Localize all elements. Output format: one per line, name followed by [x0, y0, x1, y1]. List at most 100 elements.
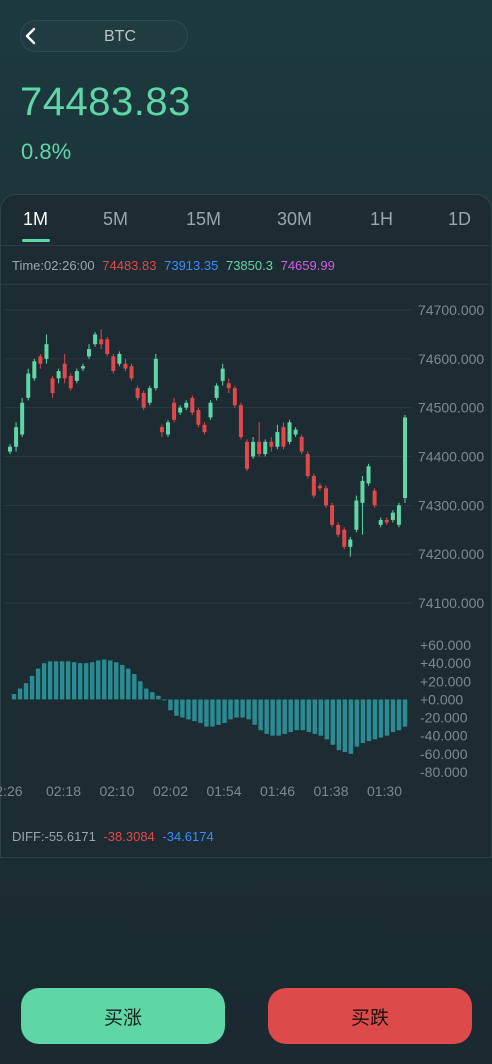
macd-tick-label: -60.000	[420, 746, 468, 762]
macd-bar	[77, 663, 83, 700]
macd-bar	[396, 699, 402, 731]
candle-body	[396, 505, 401, 525]
candle-body	[14, 427, 19, 447]
macd-bar	[330, 699, 336, 745]
macd-bar	[258, 699, 263, 731]
macd-bar	[234, 699, 239, 718]
macd-bar	[102, 659, 107, 700]
macd-bar	[312, 699, 317, 734]
macd-bar	[336, 699, 342, 751]
macd-bar	[180, 699, 185, 718]
macd-bar	[342, 699, 348, 753]
candle-body	[293, 429, 298, 435]
candle-body	[378, 519, 383, 525]
macd-bar	[204, 699, 209, 727]
macd-bar	[378, 699, 384, 738]
tab-15m[interactable]: 15M	[186, 209, 222, 229]
macd-bar	[156, 695, 161, 700]
buy-down-label: 买跌	[350, 1006, 389, 1029]
candle-body	[372, 490, 377, 506]
macd-bar	[210, 699, 215, 727]
macd-bar	[174, 699, 179, 716]
macd-tick-label: -80.000	[420, 764, 468, 780]
candle-body	[281, 427, 286, 447]
buy-up-label: 买涨	[103, 1006, 142, 1029]
candle-body	[111, 356, 116, 372]
active-tab-indicator	[22, 239, 50, 242]
macd-bar	[228, 699, 233, 720]
candle-body	[99, 339, 104, 345]
macd-bar	[264, 699, 269, 734]
tab-5m[interactable]: 5M	[103, 209, 129, 229]
macd-bar	[270, 699, 275, 736]
info-low: 73850.3	[225, 258, 273, 273]
candlestick-chart[interactable]: 74700.000 74600.000 74500.000 74400.000 7430…	[0, 285, 492, 805]
info-close: 74659.99	[280, 258, 335, 273]
macd-bar	[324, 699, 329, 740]
candle-body	[299, 436, 304, 452]
candle-body	[257, 441, 262, 455]
candle-body	[311, 476, 316, 496]
candle-body	[226, 383, 231, 389]
candle-body	[32, 361, 37, 379]
candle-body	[360, 480, 365, 503]
candle-body	[123, 363, 128, 369]
macd-bar	[276, 699, 281, 736]
back-button[interactable]	[20, 24, 42, 48]
macd-bar	[384, 699, 390, 736]
candle-body	[269, 441, 274, 447]
candle-body	[26, 373, 31, 398]
macd-bar	[222, 699, 227, 724]
tab-30m[interactable]: 30M	[277, 209, 313, 229]
tab-1h[interactable]: 1H	[370, 209, 394, 229]
candle-body	[287, 422, 292, 442]
candle-body	[38, 356, 43, 364]
candle-body	[263, 441, 268, 455]
macd-bar	[288, 699, 293, 733]
candle-body	[330, 505, 335, 525]
dea-value: -38.3084	[103, 829, 155, 844]
candle-body	[245, 441, 249, 469]
candle-body	[196, 410, 201, 425]
candle-body	[8, 446, 12, 452]
macd-bar	[348, 699, 354, 754]
candle-body	[208, 402, 213, 418]
current-price: 74483.83	[20, 80, 191, 124]
macd-bar	[83, 663, 89, 700]
macd-bar	[294, 699, 299, 731]
macd-bar	[168, 699, 173, 711]
macd-bar	[138, 681, 143, 700]
candle-body	[342, 529, 347, 547]
candle-body	[105, 339, 110, 354]
candle-body	[50, 378, 55, 394]
candle-body	[56, 371, 61, 379]
time-tick-label: 02:10	[99, 783, 134, 799]
candle-body	[68, 375, 73, 389]
buy-up-button[interactable]: 买涨	[21, 988, 225, 1044]
macd-bar	[47, 661, 53, 700]
tab-1m[interactable]: 1M	[23, 209, 49, 229]
candle-body	[238, 405, 243, 437]
candle-body	[159, 427, 164, 433]
symbol-title: BTC	[104, 28, 136, 45]
macd-bar	[318, 699, 323, 736]
macd-tick-label: -40.000	[420, 728, 468, 744]
macd-bar	[300, 699, 305, 731]
macd-bar	[120, 664, 125, 700]
candle-body	[147, 388, 152, 403]
buy-down-button[interactable]: 买跌	[268, 988, 472, 1044]
price-tick-label: 74100.000	[418, 595, 484, 611]
macd-bar	[246, 699, 251, 720]
macd-bar	[17, 688, 23, 700]
candle-body	[202, 424, 207, 433]
candle-body	[20, 402, 25, 435]
macd-bar	[372, 699, 378, 740]
price-tick-label: 74600.000	[418, 351, 484, 367]
candle-body	[153, 358, 158, 389]
macd-tick-label: +20.000	[420, 673, 471, 689]
candle-body	[214, 385, 219, 398]
diff-value: DIFF:-55.6171	[12, 829, 96, 844]
time-tick-label: 02:02	[153, 783, 188, 799]
macd-bar	[282, 699, 287, 734]
tab-1d[interactable]: 1D	[448, 209, 472, 229]
